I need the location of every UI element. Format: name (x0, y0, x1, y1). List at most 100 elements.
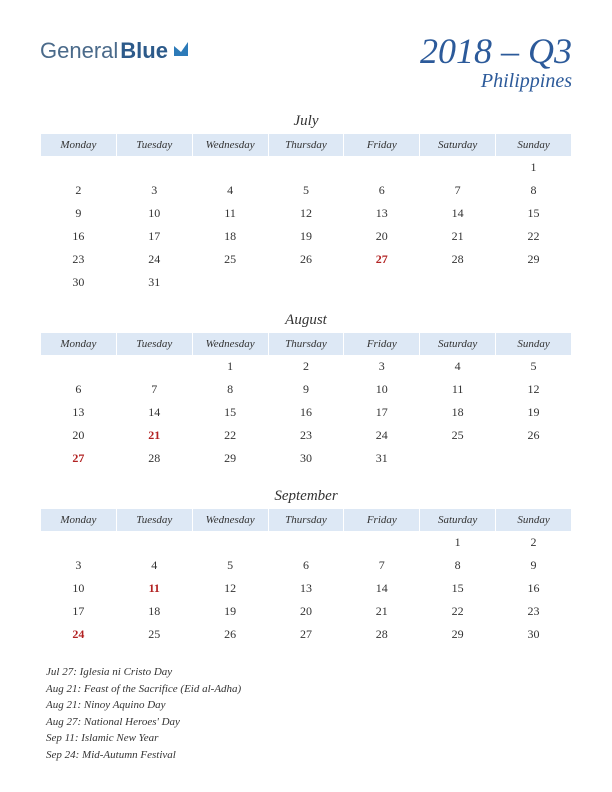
calendar-day (192, 156, 268, 179)
weekday-header: Thursday (268, 333, 344, 355)
calendar-day: 17 (41, 600, 117, 623)
calendar-row: 20212223242526 (41, 424, 572, 447)
calendar-day (344, 156, 420, 179)
holiday-item: Aug 21: Feast of the Sacrifice (Eid al-A… (46, 681, 572, 698)
calendar-day: 8 (192, 378, 268, 401)
calendar-day (420, 271, 496, 294)
weekday-header: Tuesday (116, 333, 192, 355)
calendar-day: 8 (420, 554, 496, 577)
calendar-day: 18 (192, 225, 268, 248)
calendar-day: 25 (192, 248, 268, 271)
calendar-day: 29 (496, 248, 572, 271)
calendar-day: 14 (344, 577, 420, 600)
calendar-day (268, 271, 344, 294)
calendar-table: MondayTuesdayWednesdayThursdayFridaySatu… (40, 134, 572, 294)
calendar-day: 6 (41, 378, 117, 401)
calendar-day: 4 (420, 355, 496, 378)
calendar-day: 6 (344, 179, 420, 202)
calendar-day (420, 156, 496, 179)
calendar-day: 29 (420, 623, 496, 646)
calendar-table: MondayTuesdayWednesdayThursdayFridaySatu… (40, 509, 572, 646)
calendar-row: 9101112131415 (41, 202, 572, 225)
calendar-day: 5 (192, 554, 268, 577)
calendar-day: 20 (41, 424, 117, 447)
calendar-day: 14 (420, 202, 496, 225)
calendar-day: 11 (192, 202, 268, 225)
calendar-day: 21 (344, 600, 420, 623)
calendar-day: 9 (496, 554, 572, 577)
holiday-list: Jul 27: Iglesia ni Cristo DayAug 21: Fea… (40, 664, 572, 763)
calendar-day: 1 (496, 156, 572, 179)
weekday-header: Monday (41, 333, 117, 355)
calendar-row: 1 (41, 156, 572, 179)
calendar-day: 10 (41, 577, 117, 600)
calendar-day: 31 (116, 271, 192, 294)
weekday-header: Wednesday (192, 134, 268, 156)
calendar-day (344, 271, 420, 294)
calendar-day: 19 (192, 600, 268, 623)
calendar-row: 13141516171819 (41, 401, 572, 424)
calendar-row: 3031 (41, 271, 572, 294)
weekday-header: Saturday (420, 134, 496, 156)
calendar-row: 6789101112 (41, 378, 572, 401)
title-block: 2018 – Q3 Philippines (420, 30, 572, 93)
month-name: September (40, 488, 572, 505)
header: General Blue 2018 – Q3 Philippines (40, 30, 572, 93)
weekday-header: Sunday (496, 333, 572, 355)
calendar-day: 16 (496, 577, 572, 600)
calendar-day: 9 (41, 202, 117, 225)
holiday-item: Sep 24: Mid-Autumn Festival (46, 747, 572, 764)
calendar-day: 15 (192, 401, 268, 424)
page-subtitle: Philippines (420, 70, 572, 93)
calendar-day: 5 (496, 355, 572, 378)
calendar-day: 23 (41, 248, 117, 271)
calendar-row: 24252627282930 (41, 623, 572, 646)
calendar-day: 4 (116, 554, 192, 577)
weekday-header: Thursday (268, 509, 344, 531)
calendar-day: 12 (496, 378, 572, 401)
weekday-header: Saturday (420, 509, 496, 531)
calendar-day: 13 (268, 577, 344, 600)
calendar-day: 25 (420, 424, 496, 447)
calendar-day: 7 (420, 179, 496, 202)
calendar-day: 16 (268, 401, 344, 424)
month-block: JulyMondayTuesdayWednesdayThursdayFriday… (40, 113, 572, 294)
calendar-day: 31 (344, 447, 420, 470)
calendar-row: 23242526272829 (41, 248, 572, 271)
calendar-day: 22 (496, 225, 572, 248)
calendar-day: 22 (192, 424, 268, 447)
calendar-day: 8 (496, 179, 572, 202)
calendar-day: 13 (344, 202, 420, 225)
calendar-day: 24 (344, 424, 420, 447)
calendar-day: 26 (268, 248, 344, 271)
calendar-day: 24 (116, 248, 192, 271)
calendar-day: 18 (420, 401, 496, 424)
calendar-day: 30 (496, 623, 572, 646)
calendar-day: 27 (41, 447, 117, 470)
calendar-day: 12 (268, 202, 344, 225)
calendar-day: 19 (268, 225, 344, 248)
weekday-header: Thursday (268, 134, 344, 156)
calendar-day: 20 (268, 600, 344, 623)
logo-icon (172, 38, 190, 64)
calendar-row: 16171819202122 (41, 225, 572, 248)
month-block: September MondayTuesdayWednesdayThursdayF… (40, 488, 572, 646)
calendar-day: 23 (268, 424, 344, 447)
calendar-row: 10111213141516 (41, 577, 572, 600)
calendar-day (41, 531, 117, 554)
calendar-day: 1 (420, 531, 496, 554)
calendar-row: 2728293031 (41, 447, 572, 470)
calendar-day: 12 (192, 577, 268, 600)
logo: General Blue (40, 38, 190, 64)
calendar-day (268, 531, 344, 554)
holiday-item: Sep 11: Islamic New Year (46, 730, 572, 747)
calendar-day: 6 (268, 554, 344, 577)
calendar-day: 27 (344, 248, 420, 271)
calendar-day: 3 (344, 355, 420, 378)
calendar-day: 28 (420, 248, 496, 271)
calendar-day: 29 (192, 447, 268, 470)
calendar-day: 28 (116, 447, 192, 470)
calendar-day (496, 271, 572, 294)
page-title: 2018 – Q3 (420, 30, 572, 72)
calendar-day (420, 447, 496, 470)
